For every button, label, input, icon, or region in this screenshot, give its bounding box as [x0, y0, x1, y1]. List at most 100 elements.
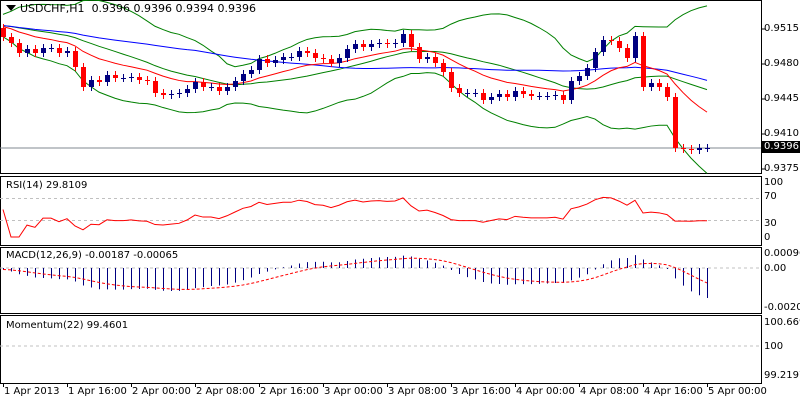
bear-candle — [153, 81, 158, 93]
bull-candle — [425, 57, 430, 59]
bull-candle — [465, 93, 470, 94]
bear-candle — [361, 44, 366, 47]
bear-candle — [33, 49, 38, 53]
bull-candle — [193, 82, 198, 89]
bull-candle — [369, 44, 374, 47]
bear-candle — [161, 93, 166, 95]
bull-candle — [297, 51, 302, 57]
bear-candle — [81, 67, 86, 87]
bear-candle — [329, 59, 334, 63]
bull-candle — [345, 49, 350, 58]
momentum-panel — [0, 315, 762, 384]
rsi-label: RSI(14) 29.8109 — [6, 180, 88, 191]
bull-candle — [545, 96, 550, 97]
bear-candle — [625, 48, 630, 58]
bull-candle — [697, 148, 702, 150]
bull-candle — [105, 75, 110, 82]
bull-candle — [497, 94, 502, 97]
momentum-label: Momentum(22) 99.4601 — [6, 320, 129, 331]
bull-candle — [209, 87, 214, 88]
bear-candle — [441, 63, 446, 72]
bear-candle — [57, 48, 62, 53]
time-label: 1 Apr 16:00 — [68, 386, 127, 397]
momentum-tick: 100 — [764, 341, 784, 352]
bear-candle — [417, 47, 422, 59]
momentum-tick: 99.2197 — [764, 370, 800, 381]
price-tick: 0.9480 — [764, 58, 799, 69]
bull-candle — [177, 93, 182, 94]
bull-candle — [129, 77, 134, 78]
bull-candle — [65, 51, 70, 53]
bull-candle — [121, 78, 126, 79]
bull-candle — [289, 57, 294, 58]
bull-candle — [273, 60, 278, 63]
bear-candle — [521, 91, 526, 94]
bull-candle — [225, 87, 230, 91]
bear-candle — [617, 41, 622, 48]
rsi-tick: 70 — [764, 191, 777, 202]
bear-candle — [305, 51, 310, 53]
rsi-line — [2, 196, 707, 238]
time-label: 2 Apr 16:00 — [260, 386, 319, 397]
price-tick: 0.9515 — [764, 23, 799, 34]
time-label: 3 Apr 08:00 — [388, 386, 447, 397]
bear-candle — [217, 87, 222, 91]
price-tick: 0.9445 — [764, 93, 799, 104]
macd-tick: 0.00 — [764, 263, 787, 274]
symbol-timeframe: USDCHF,H1 — [20, 2, 85, 15]
bull-candle — [257, 59, 262, 70]
bull-candle — [537, 96, 542, 97]
time-label: 3 Apr 16:00 — [452, 386, 511, 397]
bull-candle — [489, 97, 494, 100]
time-label: 5 Apr 00:00 — [708, 386, 767, 397]
time-label: 4 Apr 16:00 — [644, 386, 703, 397]
moving-average-red — [2, 26, 708, 113]
macd-tick: 0.00096 — [764, 248, 800, 259]
bull-candle — [593, 52, 598, 68]
bear-candle — [457, 88, 462, 93]
bull-candle — [513, 91, 518, 97]
bear-candle — [529, 94, 534, 96]
rsi-tick: 100 — [764, 177, 784, 188]
bear-candle — [681, 148, 686, 149]
bear-candle — [481, 93, 486, 100]
rsi-tick: 30 — [764, 218, 777, 229]
bear-candle — [641, 36, 646, 87]
time-label: 4 Apr 08:00 — [580, 386, 639, 397]
bear-candle — [449, 72, 454, 88]
bear-candle — [657, 83, 662, 87]
bear-candle — [561, 95, 566, 100]
bear-candle — [313, 53, 318, 58]
dropdown-triangle-icon[interactable] — [6, 5, 16, 11]
chart-header: USDCHF,H1 0.9396 0.9396 0.9394 0.9396 — [6, 3, 256, 14]
price-tick: 0.9410 — [764, 128, 799, 139]
bear-candle — [665, 87, 670, 97]
ohlc-values: 0.9396 0.9396 0.9394 0.9396 — [91, 2, 257, 15]
bear-candle — [97, 80, 102, 82]
bull-candle — [185, 89, 190, 93]
bull-candle — [569, 81, 574, 100]
bull-candle — [633, 36, 638, 58]
macd-signal-line — [2, 257, 708, 290]
bollinger-upper — [2, 0, 708, 68]
bear-candle — [137, 77, 142, 80]
bull-candle — [249, 70, 254, 74]
bear-candle — [689, 149, 694, 150]
bear-candle — [9, 37, 14, 43]
bear-candle — [673, 97, 678, 148]
rsi-tick: 0 — [764, 232, 771, 243]
bull-candle — [241, 74, 246, 81]
bear-candle — [321, 58, 326, 59]
bull-candle — [353, 44, 358, 49]
time-label: 3 Apr 00:00 — [324, 386, 383, 397]
rsi-panel — [0, 176, 762, 246]
bear-candle — [73, 51, 78, 67]
momentum-tick: 100.6691 — [764, 317, 800, 328]
bollinger-lower — [2, 36, 708, 174]
bull-candle — [233, 81, 238, 87]
bull-candle — [601, 40, 606, 52]
time-label: 2 Apr 08:00 — [196, 386, 255, 397]
bull-candle — [577, 76, 582, 81]
bull-candle — [473, 93, 478, 94]
bull-candle — [585, 68, 590, 76]
